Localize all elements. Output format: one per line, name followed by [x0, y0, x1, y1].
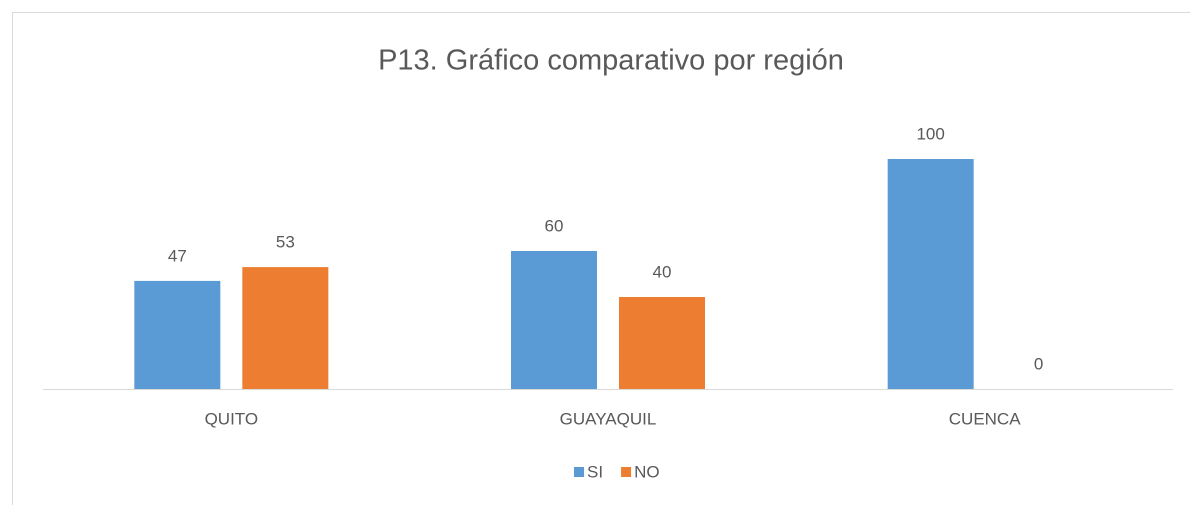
chart-frame	[12, 12, 1190, 505]
x-tick-label: QUITO	[205, 409, 259, 428]
data-label: 40	[653, 262, 672, 281]
x-tick-label: CUENCA	[949, 409, 1021, 428]
data-label: 100	[916, 124, 944, 143]
data-label: 53	[276, 233, 295, 252]
legend-label: NO	[634, 462, 660, 481]
bar	[242, 267, 329, 389]
bar	[134, 280, 221, 389]
x-tick-label: GUAYAQUIL	[560, 409, 657, 428]
data-label: 47	[168, 246, 187, 265]
legend-swatch	[574, 467, 584, 477]
bar	[511, 251, 597, 389]
data-label: 0	[1034, 354, 1043, 373]
data-label: 60	[545, 216, 564, 235]
legend-swatch	[621, 467, 632, 477]
legend-label: SI	[587, 462, 603, 481]
bar	[619, 297, 705, 389]
bar	[887, 159, 974, 389]
chart-title: P13. Gráfico comparativo por región	[378, 45, 844, 77]
